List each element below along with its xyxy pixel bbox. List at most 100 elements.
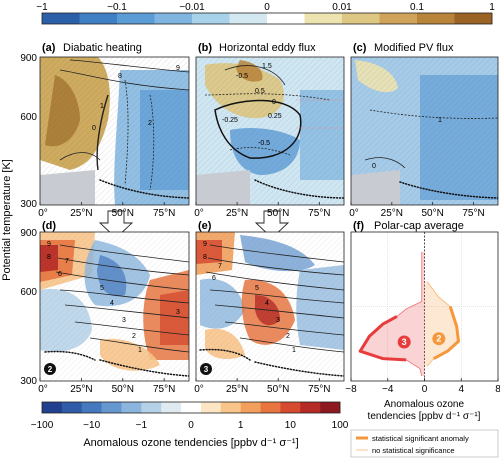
panel-a-title: Diabatic heating — [63, 42, 142, 54]
panel-f-x-tick-label: 0 — [422, 384, 428, 395]
panel-f-series-area — [424, 281, 459, 367]
bottom-colorbar-cell — [320, 402, 341, 413]
panel-b-contour-label: -0.25 — [222, 117, 238, 124]
panel-d-contour-label: 9 — [47, 241, 51, 248]
bottom-colorbar-cell — [81, 402, 102, 413]
panel-d-contour-label: 5 — [100, 285, 104, 292]
panel-b-title: Horizontal eddy flux — [219, 42, 316, 54]
panel-f-series-significant — [358, 315, 407, 362]
panel-a-ground — [40, 170, 95, 205]
panel-e-contour-label: 6 — [212, 275, 216, 282]
panel-b-letter: (b) — [198, 42, 212, 54]
y-tick: 300 — [20, 199, 37, 210]
top-colorbar-tick-label: 1 — [489, 2, 495, 13]
panel-a-contour-label: 0 — [92, 125, 96, 132]
x-tick-label: 75°N — [153, 384, 175, 395]
panel-f-grid — [351, 232, 498, 381]
panel-f-x-ticks: −8 −4 0 4 8 — [345, 378, 500, 395]
bottom-colorbar-tick-label: 100 — [332, 420, 349, 431]
panel-d-contour-label: 7 — [65, 258, 69, 265]
y-tick: 600 — [20, 287, 37, 298]
panel-e-contour-label: 7 — [218, 263, 222, 270]
bottom-colorbar-cell — [220, 402, 241, 413]
panel-b-ground — [196, 170, 250, 205]
panel-f-title: Polar-cap average — [374, 220, 464, 232]
top-colorbar-cell — [304, 13, 343, 24]
top-colorbar-cell — [417, 13, 455, 24]
y-tick: 300 — [20, 376, 37, 387]
panel-e-badge-label: 3 — [204, 365, 209, 374]
top-colorbar-cell — [42, 13, 80, 24]
panel-e-contour-label: 8 — [203, 254, 207, 261]
x-tick-label: 50°N — [267, 208, 289, 219]
bottom-colorbar-cell — [300, 402, 321, 413]
bottom-colorbar-cell — [121, 402, 142, 413]
y-ticks-top: 900 600 300 — [20, 53, 37, 210]
x-tick-label: 0° — [194, 384, 204, 395]
y-tick: 600 — [20, 112, 37, 123]
panel-e-letter: (e) — [198, 220, 212, 232]
bottom-colorbar-cell — [101, 402, 122, 413]
x-tick-label: 75°N — [153, 208, 175, 219]
panel-b-contour-label: 1.5 — [262, 63, 272, 70]
bottom-colorbar-tick-label: −100 — [31, 420, 54, 431]
panel-f-x-tick-label: 4 — [458, 384, 464, 395]
top-colorbar-tick-label: −1 — [36, 2, 48, 13]
bottom-colorbar-cell — [141, 402, 162, 413]
panel-f-series-badge — [397, 335, 411, 349]
panel-b-contour-label: 0.25 — [268, 113, 282, 120]
bottom-colorbar-ticks: −100 −10 −1 0 1 10 100 — [31, 420, 349, 431]
bottom-colorbar-cell — [240, 402, 261, 413]
panel-c-title: Modified PV flux — [374, 42, 454, 54]
bottom-colorbar-tick-label: −10 — [83, 420, 100, 431]
panel-d-contour-label: 1 — [138, 347, 142, 354]
panel-d-letter: (d) — [42, 220, 56, 232]
panel-d-contour-label: 8 — [47, 254, 51, 261]
panel-a-contour-label: 8 — [118, 73, 122, 80]
x-tick-label: 50°N — [112, 384, 134, 395]
panel-a-contour-label: 1 — [100, 103, 104, 110]
panel-a-letter: (a) — [42, 42, 56, 54]
x-tick-label: 75°N — [308, 384, 330, 395]
x-tick-label: 50°N — [267, 384, 289, 395]
x-tick-label: 25°N — [226, 208, 248, 219]
x-tick-label: 25°N — [226, 384, 248, 395]
x-tick-label: 75°N — [308, 208, 330, 219]
top-colorbar-tick-label: 0 — [264, 2, 270, 13]
panel-e-badge — [200, 363, 212, 375]
panel-a-contour-label: 2 — [148, 120, 152, 127]
top-colorbar-cell — [379, 13, 418, 24]
bottom-colorbar-tick-label: 0 — [188, 420, 194, 431]
bottom-colorbar: −100 −10 −1 0 1 10 100 Anomalous ozone tendenc… — [31, 401, 349, 449]
panel-f-series-badge-label: 2 — [436, 334, 441, 344]
panel-e-contour-label: 2 — [286, 333, 290, 340]
panel-f-x-tick-label: 8 — [495, 384, 500, 395]
bottom-colorbar-tick-label: 10 — [285, 420, 297, 431]
panel-e: 9 8 7 6 5 4 3 2 1 3 (e) — [195, 220, 345, 382]
top-colorbar-cell — [342, 13, 380, 24]
panel-c-contour-label: 1 — [438, 117, 442, 124]
panel-f-x-tick-label: −8 — [345, 384, 357, 395]
panel-e-contour-label: 3 — [276, 317, 280, 324]
bottom-colorbar-cell — [260, 402, 281, 413]
top-colorbar-cell — [454, 13, 493, 24]
panel-d-contour-label: 3 — [176, 309, 180, 316]
bottom-colorbar-cell — [61, 402, 83, 413]
top-colorbar-cell — [229, 13, 268, 24]
panel-d-badge-label: 2 — [48, 365, 53, 374]
top-colorbar-cell — [79, 13, 118, 24]
panel-e-contour-label: 5 — [255, 285, 259, 292]
panel-d-contour-label: 4 — [110, 300, 114, 307]
x-tick-label: 50°N — [421, 208, 443, 219]
bottom-colorbar-tick-label: 1 — [238, 420, 244, 431]
top-colorbar-cell — [154, 13, 193, 24]
panel-f-series-badge — [432, 332, 446, 346]
top-colorbar-ticks: −1 −0.1 −0.01 0 0.01 0.1 1 — [36, 2, 495, 13]
panel-c-contour-label: 0 — [372, 163, 376, 170]
legend-not-significant-label: no statistical significance — [372, 446, 455, 455]
panel-e-contour-label: 4 — [265, 300, 269, 307]
panel-b-contour-label: 0.5 — [255, 88, 265, 95]
